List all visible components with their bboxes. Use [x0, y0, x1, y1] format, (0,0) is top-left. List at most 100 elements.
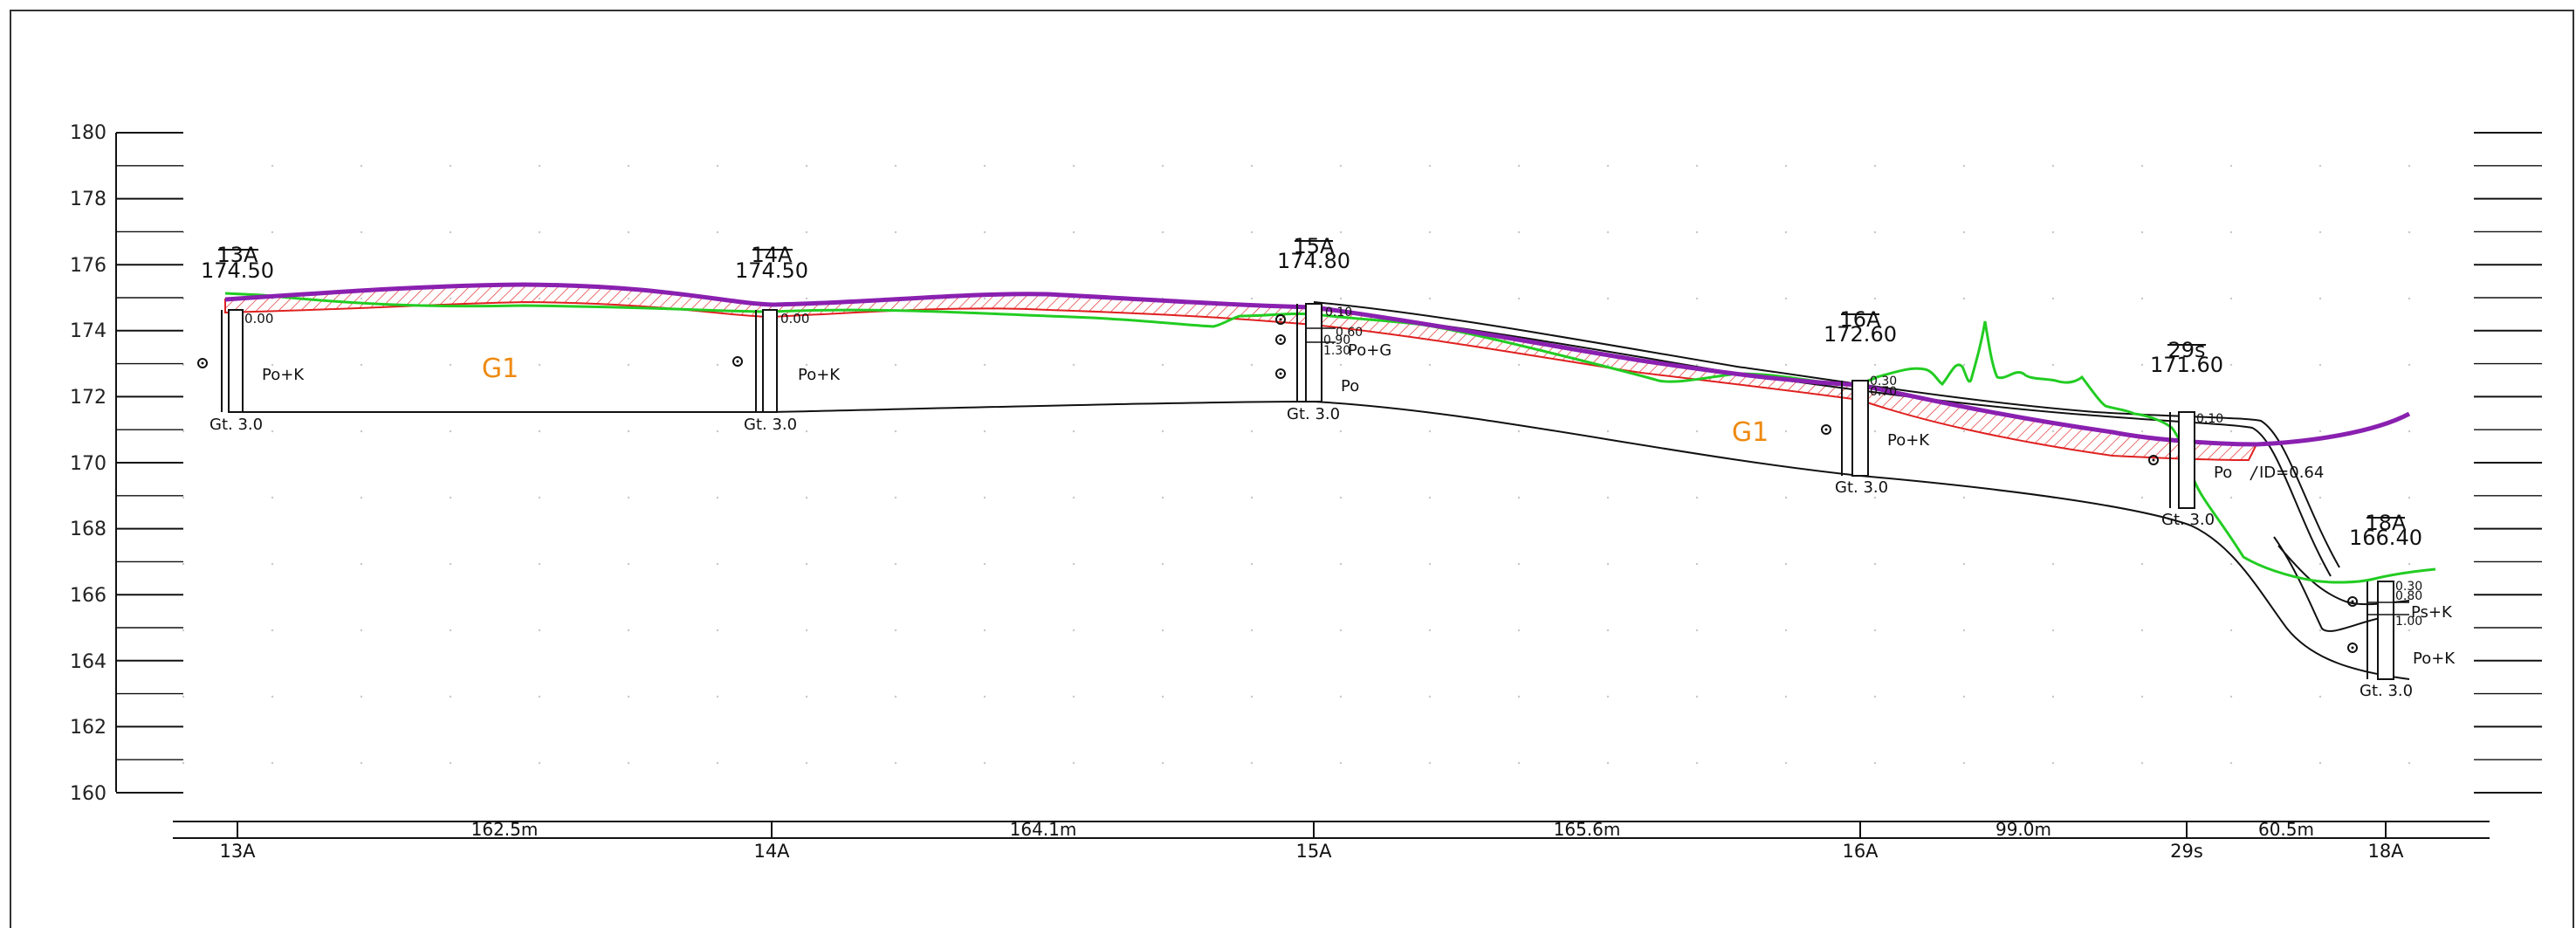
grid-dot [1784, 164, 1788, 168]
grid-dot [271, 629, 274, 632]
grid-dot [1428, 496, 1432, 499]
grid-dot [2408, 629, 2411, 632]
y-tick-168: 168 [70, 519, 106, 540]
sample-marker-icon [2347, 596, 2358, 607]
grid-dot [1962, 430, 1966, 433]
borehole-elevation: 174.50 [735, 258, 808, 283]
borehole-18A: 18A 166.40 0.30 0.80 1.00 Ps+K Po+K Gt. … [2347, 511, 2456, 700]
grid-dot [1072, 695, 1075, 698]
y-tick-166: 166 [70, 585, 106, 607]
grid-dot [182, 562, 185, 566]
grid-dot [538, 562, 541, 566]
grid-dot [627, 363, 630, 367]
soil-note: ID=0.64 [2259, 464, 2324, 482]
grid-dot [1250, 363, 1254, 367]
grid-dot [983, 562, 986, 566]
grid-dot [1873, 562, 1877, 566]
grid-dot [894, 761, 897, 765]
grid-dot [1428, 430, 1432, 433]
grid-dot [1784, 629, 1788, 632]
grid-dot [627, 430, 630, 433]
grid-dot [1962, 496, 1966, 499]
grid-dot [1873, 430, 1877, 433]
grid-dot [449, 761, 452, 765]
grid-dot [360, 695, 363, 698]
borehole-id: 15A [1294, 234, 1336, 258]
grid-dot [271, 496, 274, 499]
borehole-elevation: 174.80 [1277, 249, 1350, 273]
grid-dot [2408, 695, 2411, 698]
grid-dot [1695, 562, 1699, 566]
grid-dot [2229, 297, 2233, 300]
borehole-16A: 16A 172.60 0.30 0.70 Po+K Gt. 3.0 [1821, 307, 1930, 497]
soil-code: Po [2214, 464, 2232, 482]
y-tick-162: 162 [70, 717, 106, 739]
grid-dot [1339, 629, 1343, 632]
grid-dot [894, 164, 897, 168]
distance-label: 60.5m [2258, 819, 2314, 840]
grid-dot [271, 363, 274, 367]
soil-code: Po+K [262, 366, 305, 384]
grid-dot [1250, 297, 1254, 300]
grid-dot [1695, 496, 1699, 499]
grid-dot [1962, 164, 1966, 168]
grid-dot [1962, 230, 1966, 234]
borehole-id: 18A [2366, 511, 2408, 535]
soil-code: Po+K [798, 366, 841, 384]
grid-dot [449, 230, 452, 234]
grid-dot [1962, 695, 1966, 698]
sample-marker-icon [197, 358, 208, 368]
drawing-frame [10, 10, 2574, 928]
grid-dot [2229, 562, 2233, 566]
grid-dot [894, 230, 897, 234]
grid-dot [2408, 761, 2411, 765]
grid-dot [1606, 297, 1610, 300]
grid-dot [716, 430, 719, 433]
grid-dot [1517, 297, 1521, 300]
grid-dot [2229, 695, 2233, 698]
borehole-id: 13A [217, 243, 259, 267]
grid-dot [805, 230, 808, 234]
grid-dot [2051, 297, 2055, 300]
rock-boundary-line [237, 400, 2410, 680]
depth-mark: 0.70 [1870, 385, 1897, 399]
grid-dot [2051, 562, 2055, 566]
grid-dot [983, 761, 986, 765]
grid-dot [1784, 761, 1788, 765]
grid-dot [1339, 695, 1343, 698]
grid-dot [1250, 430, 1254, 433]
grid-dot [538, 230, 541, 234]
grid-dot [627, 761, 630, 765]
grid-dot [805, 695, 808, 698]
grid-dot [805, 297, 808, 300]
grid-dot [1695, 230, 1699, 234]
y-tick-160: 160 [70, 783, 106, 805]
soil-code-top: Po+G [1348, 341, 1391, 360]
grid-dot [2051, 363, 2055, 367]
grid-dot [1962, 562, 1966, 566]
grid-dot [1250, 629, 1254, 632]
grid-dot [983, 695, 986, 698]
grid-dot [716, 695, 719, 698]
sample-marker-icon [1821, 424, 1831, 435]
grid-dot [627, 164, 630, 168]
grid-dot [2318, 230, 2322, 234]
grid-dot [627, 562, 630, 566]
grid-dot [360, 761, 363, 765]
grid-dot [182, 496, 185, 499]
grid-dot [2140, 363, 2144, 367]
grid-dot [449, 164, 452, 168]
borehole-elevation: 171.60 [2150, 353, 2223, 377]
grid-dot [1161, 629, 1164, 632]
grid-dot [1517, 164, 1521, 168]
grid-dot [449, 562, 452, 566]
depth-mark: 0.10 [2196, 412, 2223, 426]
grid-dot [2318, 164, 2322, 168]
grid-dot [1161, 363, 1164, 367]
grid-dot [449, 363, 452, 367]
grid-dot [627, 695, 630, 698]
grid-dot [1784, 562, 1788, 566]
y-tick-164: 164 [70, 651, 106, 673]
station-band: 162.5m 164.1m 165.6m 99.0m 60.5m 13A 14A… [173, 819, 2490, 862]
